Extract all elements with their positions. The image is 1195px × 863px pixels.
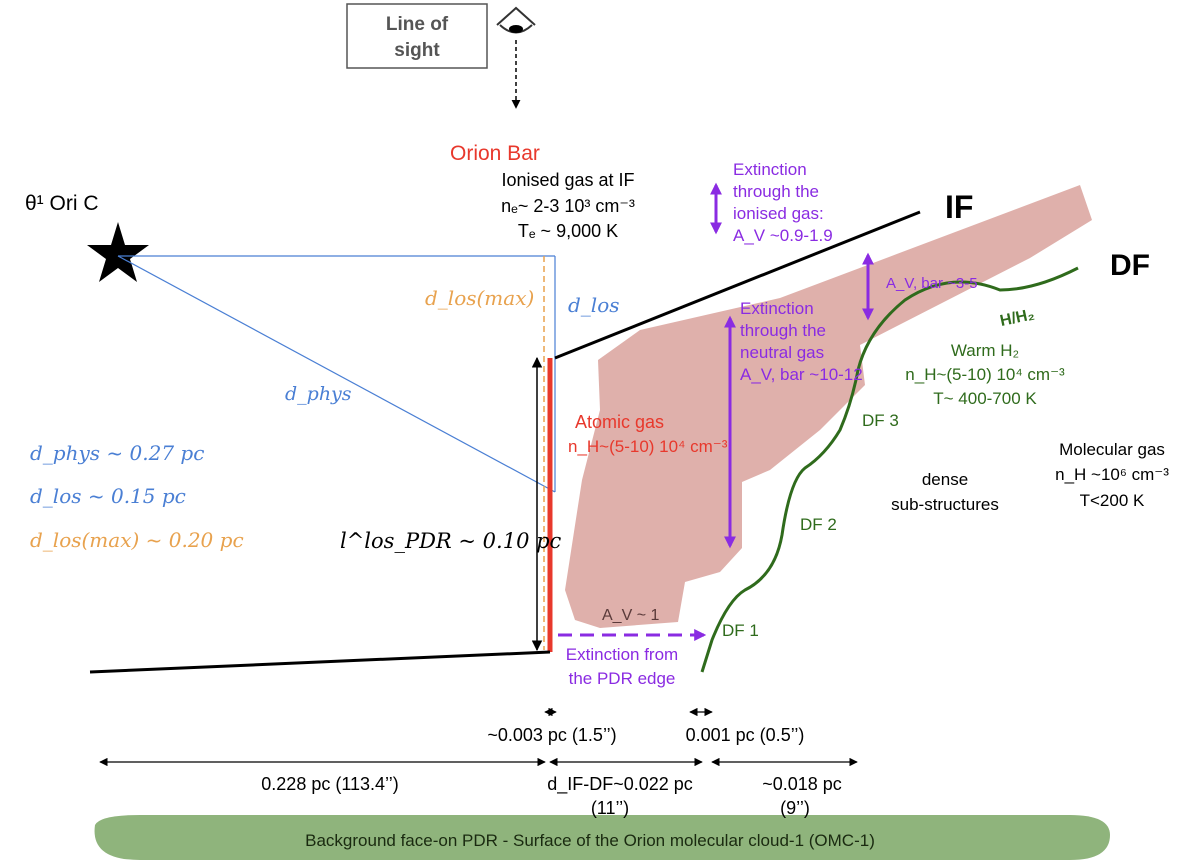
eye-icon — [496, 6, 536, 34]
ext-neutral-3: neutral gas — [740, 343, 824, 362]
eq-los-max: d_los(max) ~ 0.20 pc — [30, 528, 244, 552]
ext-neutral-2: through the — [740, 321, 826, 340]
line-of-sight-line1: Line of — [386, 14, 449, 35]
neutral-gas-region — [565, 185, 1092, 628]
av-edge-label: A_V ~ 1 — [602, 607, 659, 624]
h-h2-label: H/H₂ — [999, 306, 1036, 330]
ext-neutral-4: A_V, bar ~10-12 — [740, 365, 863, 384]
df-label: DF — [1110, 249, 1150, 282]
dense-line2: sub-structures — [891, 495, 999, 514]
df1-label: DF 1 — [722, 621, 759, 640]
ext-ionised-4: A_V ~0.9-1.9 — [733, 226, 833, 245]
warm-h2-title: Warm H₂ — [951, 341, 1019, 360]
molecular-gas-t: T<200 K — [1080, 491, 1145, 510]
atomic-gas-title: Atomic gas — [575, 412, 664, 432]
ext-ionised-2: through the — [733, 182, 819, 201]
line-of-sight-line2: sight — [394, 40, 440, 61]
eq-phys: d_phys ~ 0.27 pc — [30, 441, 204, 465]
scale-3: 0.228 pc (113.4’’) — [261, 774, 398, 794]
warm-h2-nh: n_H~(5-10) 10⁴ cm⁻³ — [905, 365, 1065, 384]
molecular-gas-nh: n_H ~10⁶ cm⁻³ — [1055, 465, 1169, 484]
dense-line1: dense — [922, 470, 968, 489]
df3-label: DF 3 — [862, 411, 899, 430]
star-icon — [87, 222, 149, 282]
background-band — [94, 815, 1110, 860]
ionised-ne: nₑ~ 2-3 10³ cm⁻³ — [501, 196, 635, 216]
background-label: Background face-on PDR - Surface of the … — [305, 831, 875, 850]
atomic-gas-nh: n_H~(5-10) 10⁴ cm⁻³ — [568, 437, 728, 456]
l-pdr-label: l^los_PDR ~ 0.10 pc — [340, 529, 562, 553]
df2-label: DF 2 — [800, 515, 837, 534]
ext-edge-2: the PDR edge — [569, 669, 676, 688]
orion-bar-title: Orion Bar — [450, 142, 540, 165]
scale-2: 0.001 pc (0.5’’) — [686, 725, 805, 745]
molecular-gas-title: Molecular gas — [1059, 440, 1165, 459]
if-line — [554, 210, 921, 360]
star-label: θ¹ Ori C — [25, 192, 99, 215]
d-los-label: d_los — [568, 293, 620, 317]
bottom-line — [89, 650, 551, 674]
ext-ionised-1: Extinction — [733, 160, 807, 179]
ext-ionised-3: ionised gas: — [733, 204, 824, 223]
scale-4a: d_IF-DF~0.022 pc — [547, 774, 693, 795]
d-los-max-label: d_los(max) — [425, 286, 534, 310]
d-phys-label: d_phys — [285, 383, 352, 405]
line-of-sight-box — [346, 3, 488, 69]
ext-neutral-1: Extinction — [740, 299, 814, 318]
warm-h2-t: T~ 400-700 K — [933, 389, 1037, 408]
scale-5b: (9’’) — [780, 798, 810, 818]
scale-1: ~0.003 pc (1.5’’) — [487, 725, 616, 745]
scale-4b: (11’’) — [591, 798, 629, 818]
if-label: IF — [945, 189, 973, 225]
ext-edge-1: Extinction from — [566, 645, 678, 664]
scale-5a: ~0.018 pc — [762, 774, 842, 794]
ionised-gas-title: Ionised gas at IF — [501, 170, 634, 190]
d-phys-line — [117, 255, 556, 493]
eq-los: d_los ~ 0.15 pc — [30, 484, 186, 508]
av-bar-label: A_V, bar ~3-5 — [886, 275, 978, 292]
df-front-line — [700, 266, 1079, 673]
ionised-te: Tₑ ~ 9,000 K — [518, 221, 618, 241]
